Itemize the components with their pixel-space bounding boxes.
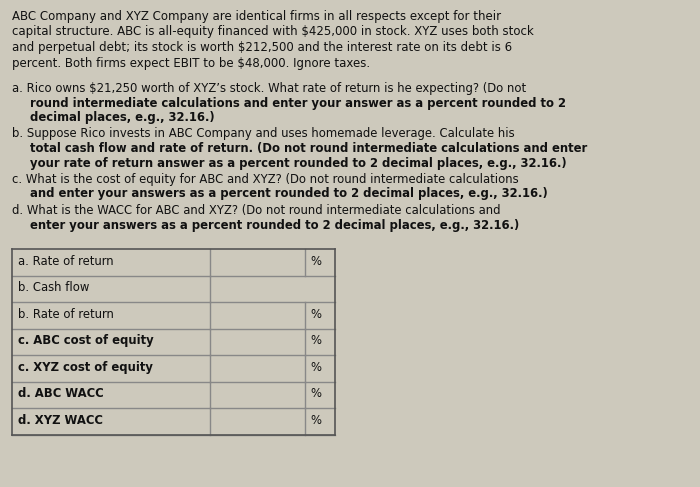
Text: c. ABC cost of equity: c. ABC cost of equity — [18, 334, 154, 347]
Bar — [211, 250, 304, 275]
Bar — [211, 277, 334, 301]
Text: %: % — [310, 334, 321, 347]
Text: d. XYZ WACC: d. XYZ WACC — [18, 414, 103, 427]
Text: capital structure. ABC is all-equity financed with $425,000 in stock. XYZ uses b: capital structure. ABC is all-equity fin… — [12, 25, 533, 38]
Text: %: % — [310, 414, 321, 427]
Text: b. Suppose Rico invests in ABC Company and uses homemade leverage. Calculate his: b. Suppose Rico invests in ABC Company a… — [12, 128, 514, 141]
Text: round intermediate calculations and enter your answer as a percent rounded to 2: round intermediate calculations and ente… — [30, 96, 566, 110]
Text: percent. Both firms expect EBIT to be $48,000. Ignore taxes.: percent. Both firms expect EBIT to be $4… — [12, 56, 370, 70]
Text: enter your answers as a percent rounded to 2 decimal places, e.g., 32.16.): enter your answers as a percent rounded … — [30, 219, 519, 231]
Text: c. XYZ cost of equity: c. XYZ cost of equity — [18, 361, 153, 374]
Text: total cash flow and rate of return. (Do not round intermediate calculations and : total cash flow and rate of return. (Do … — [30, 142, 587, 155]
Text: %: % — [310, 387, 321, 400]
Bar — [211, 409, 304, 433]
Bar — [12, 249, 335, 434]
Text: c. What is the cost of equity for ABC and XYZ? (Do not round intermediate calcul: c. What is the cost of equity for ABC an… — [12, 173, 519, 186]
Text: b. Rate of return: b. Rate of return — [18, 308, 114, 321]
Bar — [211, 356, 304, 380]
Bar — [211, 330, 304, 354]
Text: a. Rate of return: a. Rate of return — [18, 255, 113, 268]
Text: a. Rico owns $21,250 worth of XYZ’s stock. What rate of return is he expecting? : a. Rico owns $21,250 worth of XYZ’s stoc… — [12, 82, 526, 95]
Bar — [211, 303, 304, 327]
Text: decimal places, e.g., 32.16.): decimal places, e.g., 32.16.) — [30, 111, 215, 124]
Text: ABC Company and XYZ Company are identical firms in all respects except for their: ABC Company and XYZ Company are identica… — [12, 10, 501, 23]
Text: %: % — [310, 255, 321, 268]
Text: your rate of return answer as a percent rounded to 2 decimal places, e.g., 32.16: your rate of return answer as a percent … — [30, 156, 566, 169]
Text: %: % — [310, 308, 321, 321]
Text: b. Cash flow: b. Cash flow — [18, 281, 90, 294]
Text: d. What is the WACC for ABC and XYZ? (Do not round intermediate calculations and: d. What is the WACC for ABC and XYZ? (Do… — [12, 204, 500, 217]
Text: and enter your answers as a percent rounded to 2 decimal places, e.g., 32.16.): and enter your answers as a percent roun… — [30, 187, 547, 201]
Text: %: % — [310, 361, 321, 374]
Text: and perpetual debt; its stock is worth $212,500 and the interest rate on its deb: and perpetual debt; its stock is worth $… — [12, 41, 512, 54]
Text: d. ABC WACC: d. ABC WACC — [18, 387, 104, 400]
Bar — [211, 382, 304, 407]
